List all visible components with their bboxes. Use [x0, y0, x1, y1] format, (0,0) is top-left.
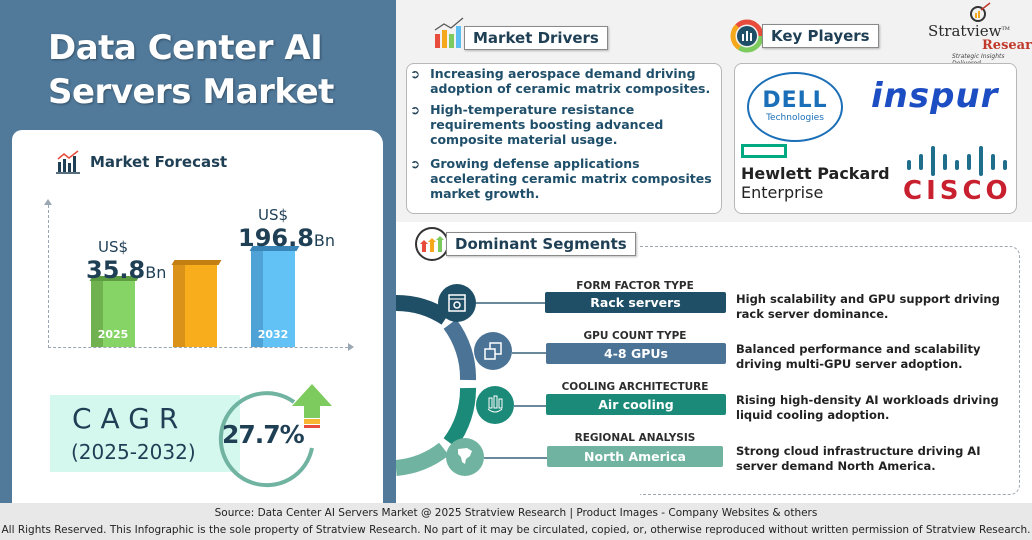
- brand-tm: TM: [1001, 26, 1010, 32]
- currency: US$: [98, 238, 129, 256]
- growth-chart-icon: [432, 16, 466, 50]
- hpe-rectangle-icon: [741, 144, 787, 158]
- hpe-sub: Enterprise: [741, 183, 824, 202]
- segments-dashed-frame: [640, 246, 1020, 495]
- connector-line: [514, 405, 546, 407]
- forecast-title: Market Forecast: [90, 153, 228, 171]
- inspur-logo: inspur: [871, 76, 999, 116]
- brand-name: Stratview: [928, 22, 1002, 40]
- unit: Bn: [145, 263, 167, 282]
- segment-value-pill: North America: [547, 446, 723, 467]
- bar-year-label: 2025: [97, 328, 129, 341]
- stratview-logo: StratviewTM: [928, 22, 1010, 40]
- hpe-logo: Hewlett Packard Enterprise: [741, 144, 890, 202]
- value: 196.8: [238, 224, 314, 252]
- driver-item: ➲ Growing defense applications accelerat…: [410, 156, 715, 201]
- unit: Bn: [313, 231, 336, 250]
- pie-chart-icon: [730, 19, 764, 53]
- bar-year-label: 2032: [257, 328, 289, 341]
- key-players-card: DELL Technologies inspur Hewlett Packard…: [734, 63, 1017, 214]
- cisco-bars-icon: [907, 146, 1007, 176]
- dell-logo: DELL Technologies: [747, 72, 843, 142]
- magnifier-logo-icon: [970, 2, 991, 22]
- title-line-1: Data Center AI: [48, 28, 323, 68]
- cooling-icon: [476, 386, 514, 424]
- segment-description: Balanced performance and scalability dri…: [736, 342, 981, 371]
- key-players-header: Key Players: [730, 19, 879, 53]
- driver-text: Growing defense applications acceleratin…: [430, 156, 712, 201]
- cagr-label: CAGR: [72, 402, 188, 435]
- dell-sub: Technologies: [766, 113, 824, 123]
- driver-item: ➲ Increasing aerospace demand driving ad…: [410, 66, 715, 96]
- value: 35.8: [86, 256, 146, 284]
- page-title: Data Center AI Servers Market: [48, 26, 368, 114]
- server-settings-icon: [438, 284, 476, 322]
- footer-source: Source: Data Center AI Servers Market @ …: [214, 507, 818, 519]
- brand-research: Research: [982, 38, 1032, 53]
- segment-value-pill: 4-8 GPUs: [546, 343, 726, 364]
- bar-2032: 2032: [249, 246, 300, 347]
- segment-value-pill: Air cooling: [546, 394, 726, 415]
- end-value-label: US$ 196.8Bn: [238, 206, 335, 252]
- connector-line: [484, 457, 548, 459]
- x-axis: [48, 343, 354, 351]
- growth-arrows-icon: [415, 227, 449, 261]
- forecast-header: Market Forecast: [56, 150, 227, 174]
- drivers-card: [406, 63, 722, 214]
- segments-header: Dominant Segments: [414, 226, 636, 262]
- driver-text: Increasing aerospace demand driving adop…: [430, 66, 711, 96]
- arrow-bullet-icon: ➲: [410, 67, 421, 81]
- segment-description: Strong cloud infrastructure driving AI s…: [736, 444, 981, 473]
- cagr-value: 27.7%: [222, 420, 305, 449]
- segment-description: High scalability and GPU support driving…: [736, 292, 1000, 321]
- arrow-bullet-icon: ➲: [410, 103, 421, 117]
- hpe-name: Hewlett Packard: [741, 164, 890, 183]
- key-players-title: Key Players: [762, 24, 879, 48]
- bar-middle: [171, 260, 222, 347]
- segment-category: FORM FACTOR TYPE: [576, 280, 694, 292]
- bar-2025: 2025: [89, 276, 140, 347]
- segments-title: Dominant Segments: [446, 232, 636, 256]
- start-value-label: US$ 35.8Bn: [86, 238, 166, 284]
- cisco-name: CISCO: [903, 176, 1012, 206]
- driver-item: ➲ High-temperature resistance requiremen…: [410, 102, 715, 147]
- cagr-ring: [218, 384, 332, 488]
- north-america-map-icon: [446, 438, 484, 476]
- segment-description: Rising high-density AI workloads driving…: [736, 393, 999, 422]
- segment-value-pill: Rack servers: [545, 292, 726, 313]
- cagr-box: [50, 395, 240, 472]
- segment-category: GPU COUNT TYPE: [583, 330, 687, 342]
- connector-line: [512, 352, 546, 354]
- connector-line: [476, 302, 546, 304]
- footer: Source: Data Center AI Servers Market @ …: [0, 503, 1032, 540]
- segment-category: REGIONAL ANALYSIS: [574, 432, 696, 444]
- drivers-title: Market Drivers: [464, 26, 608, 50]
- gpu-cards-icon: [474, 332, 512, 370]
- y-axis: [44, 199, 52, 348]
- footer-rights: All Rights Reserved. This Infographic is…: [1, 524, 1031, 536]
- driver-text: High-temperature resistance requirements…: [430, 102, 664, 147]
- drivers-header: Market Drivers: [432, 16, 608, 50]
- bar-chart-icon: [56, 150, 80, 174]
- title-line-2: Servers Market: [48, 72, 334, 112]
- arrow-bullet-icon: ➲: [410, 157, 421, 171]
- dell-name: DELL: [762, 88, 828, 113]
- currency: US$: [258, 206, 289, 224]
- cagr-period: (2025-2032): [71, 440, 196, 464]
